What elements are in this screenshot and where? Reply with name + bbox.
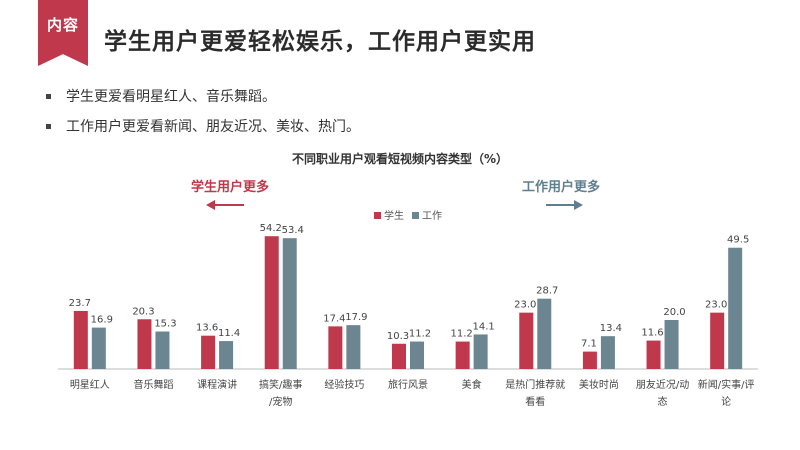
data-label-student: 11.2: [451, 329, 473, 340]
bar-worker: [664, 320, 679, 369]
bar-student: [710, 312, 725, 369]
category-label: 美妆时尚: [579, 378, 619, 391]
data-label-worker: 49.5: [727, 235, 749, 246]
data-label-worker: 53.4: [282, 225, 304, 236]
chart-title: 不同职业用户观看短视频内容类型（%）: [292, 151, 508, 166]
data-label-student: 10.3: [387, 331, 409, 342]
bullet-item-student: 学生更爱看明星红人、音乐舞蹈。: [46, 86, 360, 116]
bar-worker: [219, 341, 234, 369]
category-label: 音乐舞蹈: [133, 378, 173, 391]
bar-worker: [600, 336, 615, 369]
bar-student: [328, 326, 343, 369]
data-label-student: 20.3: [132, 306, 154, 317]
data-label-worker: 15.3: [154, 319, 176, 330]
annotation-student-more: 学生用户更多: [191, 179, 269, 195]
legend-label-worker: 工作: [422, 210, 442, 222]
bar-worker: [91, 327, 106, 369]
data-label-student: 7.1: [581, 339, 597, 350]
legend-swatch-student: [374, 212, 381, 219]
category-label: 看看: [525, 395, 545, 408]
data-label-worker: 11.4: [218, 328, 240, 339]
category-label: 课程演讲: [197, 378, 237, 391]
category-label: 朋友近况/动: [636, 378, 689, 391]
arrow-right-head-icon: [574, 200, 583, 210]
arrow-left-head-icon: [206, 200, 215, 210]
section-tag-label: 内容: [46, 16, 79, 34]
data-label-worker: 13.4: [600, 323, 622, 334]
category-label: 搞笑/趣事: [259, 378, 302, 391]
data-label-student: 17.4: [323, 313, 345, 324]
category-label: 新闻/实事/评: [698, 378, 755, 391]
data-label-student: 23.0: [705, 300, 727, 311]
data-label-worker: 14.1: [473, 321, 495, 332]
data-label-worker: 17.9: [345, 312, 367, 323]
category-label: 旅行风景: [388, 378, 428, 391]
bullet-item-worker: 工作用户更爱看新闻、朋友近况、美妆、热门。: [46, 116, 360, 146]
bar-student: [201, 335, 216, 369]
bar-student: [137, 319, 152, 369]
data-label-student: 23.0: [514, 300, 536, 311]
bullet-list: 学生更爱看明星红人、音乐舞蹈。 工作用户更爱看新闻、朋友近况、美妆、热门。: [46, 86, 360, 146]
category-label: 经验技巧: [324, 378, 364, 391]
data-label-worker: 28.7: [536, 286, 558, 297]
category-label: 是热门推荐就: [505, 378, 565, 391]
category-label: 论: [721, 395, 731, 408]
bar-worker: [473, 334, 488, 369]
legend-swatch-worker: [412, 212, 419, 219]
bar-student: [646, 340, 661, 369]
data-label-worker: 11.2: [409, 329, 431, 340]
bar-worker: [410, 341, 424, 369]
bar-worker: [346, 325, 361, 369]
bar-student: [392, 343, 406, 369]
data-label-student: 13.6: [196, 323, 218, 334]
bar-student: [73, 310, 88, 369]
data-label-student: 54.2: [260, 223, 282, 234]
page-title: 学生用户更爱轻松娱乐，工作用户更实用: [104, 29, 536, 55]
category-label: 美食: [462, 378, 482, 391]
legend-label-student: 学生: [384, 209, 404, 222]
bar-student: [264, 236, 279, 369]
bar-student: [582, 351, 597, 369]
category-label: /宠物: [269, 395, 292, 408]
category-label: 态: [658, 395, 668, 408]
bar-worker: [537, 298, 552, 369]
bar-worker: [282, 238, 297, 369]
bar-student: [519, 312, 534, 369]
bar-worker: [155, 331, 170, 369]
data-label-worker: 16.9: [91, 315, 113, 326]
category-label: 明星红人: [70, 378, 110, 391]
annotation-worker-more: 工作用户更多: [522, 179, 600, 195]
data-label-student: 23.7: [69, 298, 91, 309]
data-label-worker: 20.0: [663, 307, 685, 318]
bar-student: [455, 341, 470, 369]
data-label-student: 11.6: [641, 328, 663, 339]
bar-worker: [728, 247, 743, 369]
